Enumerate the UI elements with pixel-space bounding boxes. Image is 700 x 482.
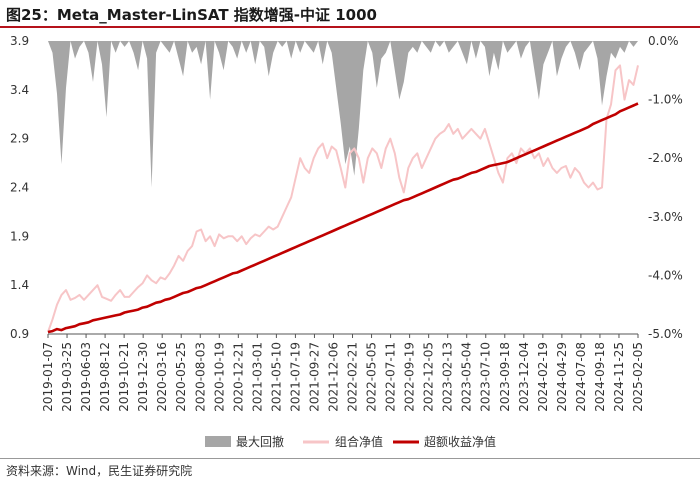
legend-label-portfolio: 组合净值 xyxy=(335,434,383,449)
x-axis-tick-label: 2022-09-19 xyxy=(403,342,417,412)
x-axis-tick-label: 2021-12-06 xyxy=(326,342,340,412)
x-axis-tick-label: 2019-10-21 xyxy=(117,342,131,412)
source-note: 资料来源：Wind，民生证券研究院 xyxy=(6,464,193,478)
chart-title: 图25：Meta_Master-LinSAT 指数增强-中证 1000 xyxy=(6,6,377,24)
right-axis-tick-label: -5.0% xyxy=(648,327,683,341)
x-axis-tick-label: 2020-08-03 xyxy=(193,342,207,412)
left-axis-tick-label: 1.9 xyxy=(10,229,29,243)
x-axis-tick-label: 2023-09-18 xyxy=(498,342,512,412)
x-axis-tick-label: 2024-02-19 xyxy=(536,342,550,412)
x-axis-tick-label: 2021-09-27 xyxy=(307,342,321,412)
chart-axes: 0.9 1.4 1.9 2.4 2.9 3.4 3.9 0.0% -1.0% -2.0% -3.0%… xyxy=(10,34,683,412)
x-axis-tick-label: 2023-02-13 xyxy=(441,342,455,412)
x-axis-tick-label: 2022-12-05 xyxy=(422,342,436,412)
x-axis-tick-label: 2019-03-25 xyxy=(60,342,74,412)
left-axis-tick-label: 2.4 xyxy=(10,181,29,195)
legend-label-excess: 超额收益净值 xyxy=(424,434,496,449)
x-axis-tick-label: 2022-05-05 xyxy=(365,342,379,412)
right-axis-tick-label: -2.0% xyxy=(648,151,683,165)
right-axis-tick-label: -4.0% xyxy=(648,268,683,282)
x-axis-tick-label: 2024-09-18 xyxy=(593,342,607,412)
x-axis-tick-label: 2022-07-11 xyxy=(384,342,398,412)
legend-swatch-drawdown xyxy=(205,436,231,447)
x-axis-tick-label: 2020-05-25 xyxy=(174,342,188,412)
title-divider xyxy=(0,26,700,28)
left-axis-tick-label: 3.9 xyxy=(10,34,29,48)
x-axis-tick-label: 2019-01-07 xyxy=(41,342,55,412)
portfolio-series xyxy=(47,64,639,333)
excess-line xyxy=(47,102,639,334)
left-axis-tick-label: 3.4 xyxy=(10,83,29,97)
source-divider xyxy=(0,458,700,459)
x-axis-tick-label: 2020-10-19 xyxy=(212,342,226,412)
x-axis-tick-label: 2021-05-10 xyxy=(269,342,283,412)
x-axis-tick-label: 2019-12-30 xyxy=(136,342,150,412)
x-axis-tick-label: 2021-03-01 xyxy=(250,342,264,412)
x-axis-tick-label: 2019-06-03 xyxy=(79,342,93,412)
x-axis-tick-label: 2020-12-21 xyxy=(231,342,245,412)
left-axis-tick-label: 1.4 xyxy=(10,278,29,292)
excess-series xyxy=(47,102,639,334)
x-axis-tick-label: 2021-07-19 xyxy=(288,342,302,412)
right-axis-tick-label: 0.0% xyxy=(648,34,679,48)
x-axis-tick-label: 2019-08-12 xyxy=(98,342,112,412)
right-axis-tick-label: -1.0% xyxy=(648,93,683,107)
x-axis-tick-label: 2024-07-08 xyxy=(574,342,588,412)
x-axis-tick-label: 2020-03-16 xyxy=(155,342,169,412)
chart: 0.9 1.4 1.9 2.4 2.9 3.4 3.9 0.0% -1.0% -2.0% -3.0%… xyxy=(10,34,683,449)
legend: 最大回撤 组合净值 超额收益净值 xyxy=(205,434,496,449)
left-axis-tick-label: 0.9 xyxy=(10,327,29,341)
portfolio-line xyxy=(47,64,639,333)
x-axis-tick-label: 2023-05-04 xyxy=(460,342,474,412)
left-axis-tick-label: 2.9 xyxy=(10,132,29,146)
x-axis-tick-label: 2023-12-04 xyxy=(517,342,531,412)
x-axis-tick-label: 2023-07-10 xyxy=(479,342,493,412)
drawdown-area xyxy=(48,41,638,188)
x-axis-tick-label: 2024-11-25 xyxy=(612,342,626,412)
drawdown-series xyxy=(48,41,638,188)
x-axis-tick-label: 2024-04-29 xyxy=(555,342,569,412)
legend-label-drawdown: 最大回撤 xyxy=(236,434,284,449)
right-axis-tick-label: -3.0% xyxy=(648,210,683,224)
x-axis-tick-label: 2025-02-05 xyxy=(631,342,645,412)
x-axis-tick-label: 2022-02-21 xyxy=(346,342,360,412)
